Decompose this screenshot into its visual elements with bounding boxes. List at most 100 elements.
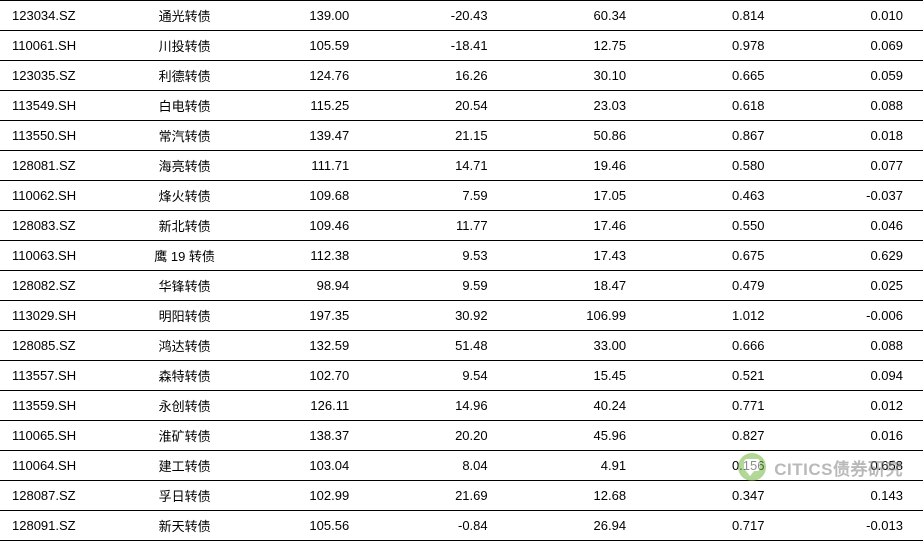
cell-code: 128083.SZ bbox=[0, 211, 120, 241]
cell-ratio2: 0.025 bbox=[785, 271, 923, 301]
cell-code: 110063.SH bbox=[0, 241, 120, 271]
cell-ratio1: 0.521 bbox=[646, 361, 784, 391]
cell-price: 109.46 bbox=[249, 211, 369, 241]
cell-premium: 30.10 bbox=[508, 61, 646, 91]
cell-premium: 17.05 bbox=[508, 181, 646, 211]
cell-ratio2: -0.006 bbox=[785, 301, 923, 331]
cell-name: 海亮转债 bbox=[120, 151, 249, 181]
cell-change: 9.59 bbox=[369, 271, 507, 301]
cell-change: 9.53 bbox=[369, 241, 507, 271]
table-row: 128082.SZ华锋转债98.949.5918.470.4790.025 bbox=[0, 271, 923, 301]
table-row: 110065.SH淮矿转债138.3720.2045.960.8270.016 bbox=[0, 421, 923, 451]
cell-code: 128091.SZ bbox=[0, 511, 120, 541]
cell-ratio2: -0.013 bbox=[785, 511, 923, 541]
cell-price: 138.37 bbox=[249, 421, 369, 451]
cell-name: 鸿达转债 bbox=[120, 331, 249, 361]
cell-price: 102.70 bbox=[249, 361, 369, 391]
cell-ratio2: 0.077 bbox=[785, 151, 923, 181]
cell-code: 113557.SH bbox=[0, 361, 120, 391]
cell-ratio1: 0.347 bbox=[646, 481, 784, 511]
cell-price: 124.76 bbox=[249, 61, 369, 91]
table-row: 113549.SH白电转债115.2520.5423.030.6180.088 bbox=[0, 91, 923, 121]
cell-name: 建工转债 bbox=[120, 451, 249, 481]
table-row: 110062.SH烽火转债109.687.5917.050.463-0.037 bbox=[0, 181, 923, 211]
cell-code: 110065.SH bbox=[0, 421, 120, 451]
cell-name: 常汽转债 bbox=[120, 121, 249, 151]
cell-change: 14.96 bbox=[369, 391, 507, 421]
cell-code: 123034.SZ bbox=[0, 1, 120, 31]
cell-price: 132.59 bbox=[249, 331, 369, 361]
cell-name: 孚日转债 bbox=[120, 481, 249, 511]
cell-premium: 60.34 bbox=[508, 1, 646, 31]
cell-ratio1: 0.618 bbox=[646, 91, 784, 121]
cell-price: 197.35 bbox=[249, 301, 369, 331]
cell-name: 永创转债 bbox=[120, 391, 249, 421]
cell-ratio2: 0.018 bbox=[785, 121, 923, 151]
cell-change: -18.41 bbox=[369, 31, 507, 61]
watermark: CITICS债券研究 bbox=[738, 453, 903, 481]
cell-code: 123035.SZ bbox=[0, 61, 120, 91]
cell-price: 139.00 bbox=[249, 1, 369, 31]
cell-ratio2: 0.046 bbox=[785, 211, 923, 241]
cell-change: -0.84 bbox=[369, 511, 507, 541]
cell-change: 11.77 bbox=[369, 211, 507, 241]
cell-premium: 12.75 bbox=[508, 31, 646, 61]
table-row: 113550.SH常汽转债139.4721.1550.860.8670.018 bbox=[0, 121, 923, 151]
table-row: 110061.SH川投转债105.59-18.4112.750.9780.069 bbox=[0, 31, 923, 61]
cell-name: 鹰 19 转债 bbox=[120, 241, 249, 271]
cell-premium: 33.00 bbox=[508, 331, 646, 361]
table-row: 128091.SZ新天转债105.56-0.8426.940.717-0.013 bbox=[0, 511, 923, 541]
cell-name: 森特转债 bbox=[120, 361, 249, 391]
cell-name: 川投转债 bbox=[120, 31, 249, 61]
cell-name: 白电转债 bbox=[120, 91, 249, 121]
cell-premium: 15.45 bbox=[508, 361, 646, 391]
cell-ratio2: 0.088 bbox=[785, 91, 923, 121]
cell-change: 14.71 bbox=[369, 151, 507, 181]
cell-premium: 23.03 bbox=[508, 91, 646, 121]
cell-ratio1: 0.580 bbox=[646, 151, 784, 181]
table-row: 113557.SH森特转债102.709.5415.450.5210.094 bbox=[0, 361, 923, 391]
cell-code: 113029.SH bbox=[0, 301, 120, 331]
cell-price: 126.11 bbox=[249, 391, 369, 421]
cell-ratio1: 0.463 bbox=[646, 181, 784, 211]
cell-price: 111.71 bbox=[249, 151, 369, 181]
cell-ratio1: 0.665 bbox=[646, 61, 784, 91]
cell-code: 110062.SH bbox=[0, 181, 120, 211]
cell-change: 7.59 bbox=[369, 181, 507, 211]
cell-name: 明阳转债 bbox=[120, 301, 249, 331]
cell-ratio2: 0.069 bbox=[785, 31, 923, 61]
cell-change: 51.48 bbox=[369, 331, 507, 361]
cell-ratio2: 0.016 bbox=[785, 421, 923, 451]
cell-ratio2: 0.010 bbox=[785, 1, 923, 31]
cell-premium: 106.99 bbox=[508, 301, 646, 331]
cell-ratio1: 0.771 bbox=[646, 391, 784, 421]
cell-ratio2: 0.143 bbox=[785, 481, 923, 511]
cell-name: 利德转债 bbox=[120, 61, 249, 91]
cell-name: 烽火转债 bbox=[120, 181, 249, 211]
table-row: 128087.SZ孚日转债102.9921.6912.680.3470.143 bbox=[0, 481, 923, 511]
cell-price: 98.94 bbox=[249, 271, 369, 301]
cell-change: 8.04 bbox=[369, 451, 507, 481]
cell-change: 9.54 bbox=[369, 361, 507, 391]
cell-code: 128087.SZ bbox=[0, 481, 120, 511]
table-row: 128085.SZ鸿达转债132.5951.4833.000.6660.088 bbox=[0, 331, 923, 361]
cell-ratio2: 0.059 bbox=[785, 61, 923, 91]
cell-price: 105.59 bbox=[249, 31, 369, 61]
cell-ratio1: 0.867 bbox=[646, 121, 784, 151]
cell-premium: 18.47 bbox=[508, 271, 646, 301]
cell-code: 128085.SZ bbox=[0, 331, 120, 361]
cell-premium: 45.96 bbox=[508, 421, 646, 451]
cell-code: 113559.SH bbox=[0, 391, 120, 421]
cell-price: 102.99 bbox=[249, 481, 369, 511]
cell-change: 30.92 bbox=[369, 301, 507, 331]
table-row: 123034.SZ通光转债139.00-20.4360.340.8140.010 bbox=[0, 1, 923, 31]
cell-name: 华锋转债 bbox=[120, 271, 249, 301]
cell-ratio2: -0.037 bbox=[785, 181, 923, 211]
table-row: 128081.SZ海亮转债111.7114.7119.460.5800.077 bbox=[0, 151, 923, 181]
cell-ratio1: 0.978 bbox=[646, 31, 784, 61]
cell-code: 113550.SH bbox=[0, 121, 120, 151]
cell-premium: 17.46 bbox=[508, 211, 646, 241]
cell-name: 新天转债 bbox=[120, 511, 249, 541]
cell-change: 21.15 bbox=[369, 121, 507, 151]
cell-price: 105.56 bbox=[249, 511, 369, 541]
